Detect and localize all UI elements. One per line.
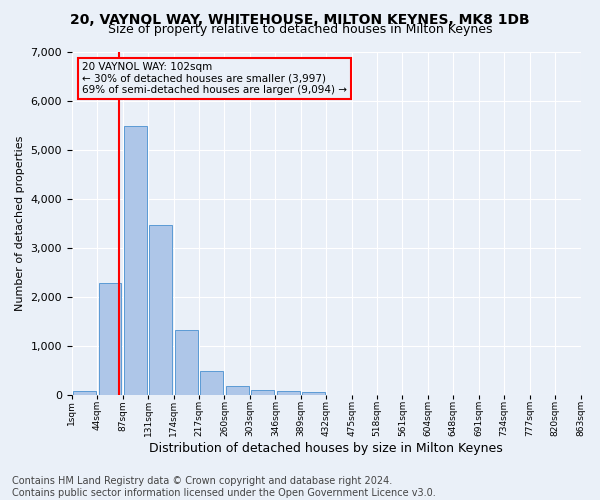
Bar xyxy=(124,126,147,394)
Bar xyxy=(200,372,223,394)
Bar xyxy=(277,392,299,394)
Bar xyxy=(149,226,172,394)
X-axis label: Distribution of detached houses by size in Milton Keynes: Distribution of detached houses by size … xyxy=(149,442,503,455)
Bar xyxy=(175,330,198,394)
Text: Size of property relative to detached houses in Milton Keynes: Size of property relative to detached ho… xyxy=(108,22,492,36)
Text: Contains HM Land Registry data © Crown copyright and database right 2024.
Contai: Contains HM Land Registry data © Crown c… xyxy=(12,476,436,498)
Bar xyxy=(98,283,121,395)
Bar xyxy=(302,392,325,394)
Text: 20, VAYNOL WAY, WHITEHOUSE, MILTON KEYNES, MK8 1DB: 20, VAYNOL WAY, WHITEHOUSE, MILTON KEYNE… xyxy=(70,12,530,26)
Text: 20 VAYNOL WAY: 102sqm
← 30% of detached houses are smaller (3,997)
69% of semi-d: 20 VAYNOL WAY: 102sqm ← 30% of detached … xyxy=(82,62,347,95)
Y-axis label: Number of detached properties: Number of detached properties xyxy=(15,136,25,310)
Bar xyxy=(251,390,274,394)
Bar xyxy=(226,386,248,394)
Bar xyxy=(73,390,96,394)
